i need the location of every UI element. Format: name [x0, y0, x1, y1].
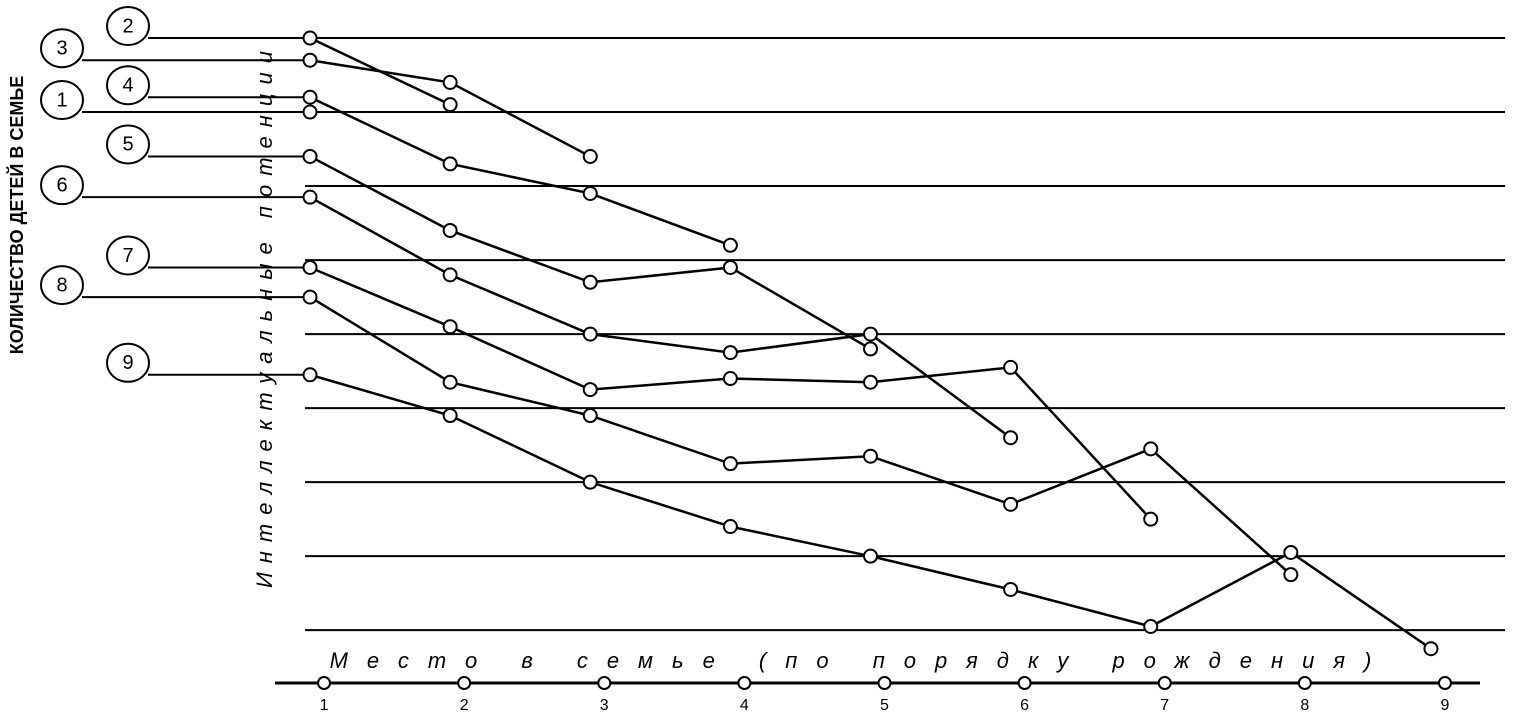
data-point: [442, 74, 458, 90]
data-point: [582, 148, 598, 164]
data-point: [1283, 544, 1299, 560]
x-tick-label: 5: [880, 697, 889, 714]
data-point: [442, 156, 458, 172]
data-point: [582, 274, 598, 290]
x-tick: [597, 676, 612, 690]
series-line: [309, 373, 1432, 650]
data-point: [862, 548, 878, 564]
legend-marker: [40, 80, 84, 121]
data-point: [442, 374, 458, 390]
x-axis-title: Место в семье (по порядку рождения): [330, 648, 1391, 673]
data-point: [1143, 441, 1159, 457]
legend-label: 6: [56, 174, 67, 196]
legend-label: 5: [122, 134, 133, 156]
data-point: [302, 30, 318, 46]
series-line: [309, 196, 1012, 439]
data-point: [862, 374, 878, 390]
series-line: [309, 96, 731, 247]
data-point: [722, 345, 738, 361]
data-point: [722, 519, 738, 535]
x-tick: [1017, 676, 1032, 690]
x-tick: [317, 676, 332, 690]
data-point: [1003, 581, 1019, 597]
data-point: [442, 319, 458, 335]
data-point: [1003, 496, 1019, 512]
x-tick-label: 7: [1160, 697, 1169, 714]
legend-marker: [106, 342, 150, 383]
data-point: [1423, 641, 1439, 657]
data-point: [442, 408, 458, 424]
legend-marker: [106, 65, 150, 106]
legend-marker: [106, 6, 150, 47]
data-point: [442, 222, 458, 238]
data-point: [302, 367, 318, 383]
legend-marker: [40, 165, 84, 206]
legend-label: 7: [122, 245, 133, 267]
data-point: [582, 474, 598, 490]
legend-label: 1: [56, 89, 67, 111]
data-point: [582, 408, 598, 424]
x-tick: [1297, 676, 1312, 690]
legend-label: 8: [56, 274, 67, 296]
data-point: [1283, 567, 1299, 583]
legend-label: 9: [122, 352, 133, 374]
x-tick: [877, 676, 892, 690]
legend-marker: [106, 124, 150, 165]
data-point: [1143, 511, 1159, 527]
legend-marker: [106, 235, 150, 276]
data-point: [582, 326, 598, 342]
data-point: [302, 89, 318, 105]
legend-label: 4: [122, 75, 133, 97]
data-point: [582, 185, 598, 201]
x-tick-label: 3: [600, 697, 609, 714]
data-point: [862, 341, 878, 357]
x-tick-label: 1: [320, 697, 329, 714]
data-point: [862, 448, 878, 464]
data-point: [722, 371, 738, 387]
data-point: [302, 148, 318, 164]
x-tick: [457, 676, 472, 690]
x-tick-label: 8: [1300, 697, 1309, 714]
data-point: [302, 259, 318, 275]
legend-marker: [40, 265, 84, 306]
chart-title: КОЛИЧЕСТВО ДЕТЕЙ В СЕМЬЕ: [6, 76, 27, 355]
x-tick-label: 9: [1441, 697, 1450, 714]
data-point: [442, 97, 458, 113]
data-point: [722, 237, 738, 253]
legend-marker: [40, 28, 84, 69]
data-point: [862, 326, 878, 342]
x-tick: [1437, 676, 1452, 690]
data-point: [1003, 359, 1019, 375]
series-line: [309, 296, 1292, 576]
data-point: [1143, 618, 1159, 634]
legend-label: 2: [122, 15, 133, 37]
data-point: [1003, 430, 1019, 446]
x-tick-label: 2: [460, 697, 469, 714]
data-point: [302, 104, 318, 120]
x-tick-label: 6: [1020, 697, 1029, 714]
x-tick: [1157, 676, 1172, 690]
data-point: [442, 267, 458, 283]
data-point: [582, 382, 598, 398]
y-axis-title: Интеллектуальные потенции: [252, 42, 277, 588]
data-point: [302, 289, 318, 305]
x-tick-label: 4: [740, 697, 749, 714]
data-point: [722, 456, 738, 472]
legend-label: 3: [56, 37, 67, 59]
data-point: [302, 189, 318, 205]
x-tick: [737, 676, 752, 690]
data-point: [722, 259, 738, 275]
data-point: [302, 52, 318, 68]
